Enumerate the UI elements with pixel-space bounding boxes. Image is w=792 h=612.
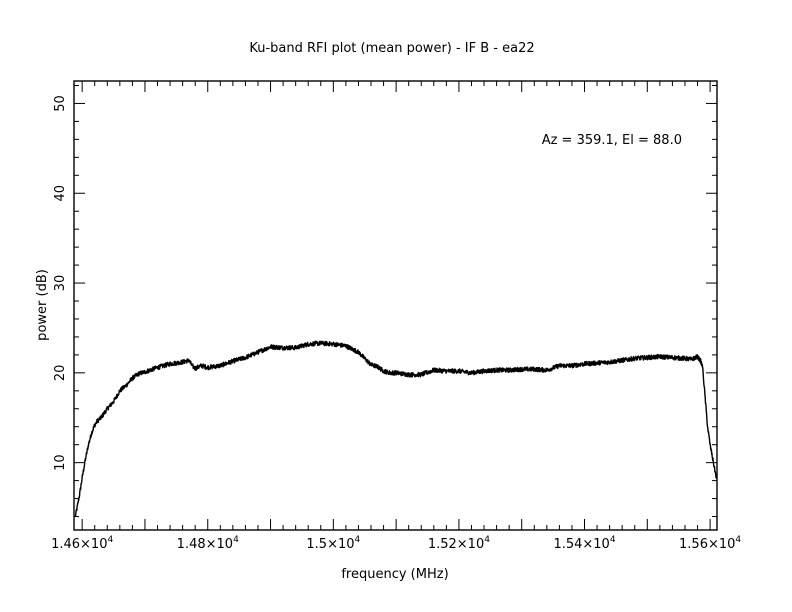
y-tick-label: 30: [53, 275, 68, 292]
x-tick-labels: 1.46×104 1.48×104 1.5×104 1.52×104 1.54×104 1…: [51, 535, 741, 552]
x-tick-label: 1.46×104: [51, 535, 113, 552]
y-tick-label: 20: [53, 365, 68, 382]
x-tick-label: 1.5×104: [306, 535, 360, 552]
annotation-az-el: Az = 359.1, El = 88.0: [542, 133, 682, 148]
x-tick-label: 1.54×104: [553, 535, 615, 552]
y-tick-label: 40: [53, 185, 68, 202]
series-line-power: [74, 340, 718, 517]
x-tick-label: 1.56×104: [679, 535, 741, 552]
x-tick-label: 1.48×104: [177, 535, 239, 552]
y-tick-label: 50: [53, 95, 68, 112]
axis-ticks: [74, 81, 717, 530]
x-tick-label: 1.52×104: [428, 535, 490, 552]
y-tick-labels: 10 20 30 40 50: [53, 95, 68, 471]
chart-title: Ku-band RFI plot (mean power) - IF B - e…: [249, 41, 534, 56]
plot-frame: [73, 80, 718, 531]
y-tick-label: 10: [53, 454, 68, 471]
x-axis-label: frequency (MHz): [341, 567, 448, 582]
y-axis-label: power (dB): [35, 269, 50, 341]
